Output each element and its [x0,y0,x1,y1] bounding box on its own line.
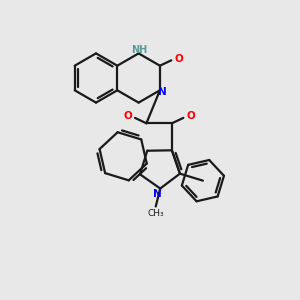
Text: O: O [123,111,132,122]
Text: CH₃: CH₃ [147,208,164,217]
Text: N: N [154,189,162,199]
Text: NH: NH [131,45,147,55]
Text: N: N [158,87,167,97]
Text: O: O [186,111,195,122]
Text: O: O [174,54,183,64]
